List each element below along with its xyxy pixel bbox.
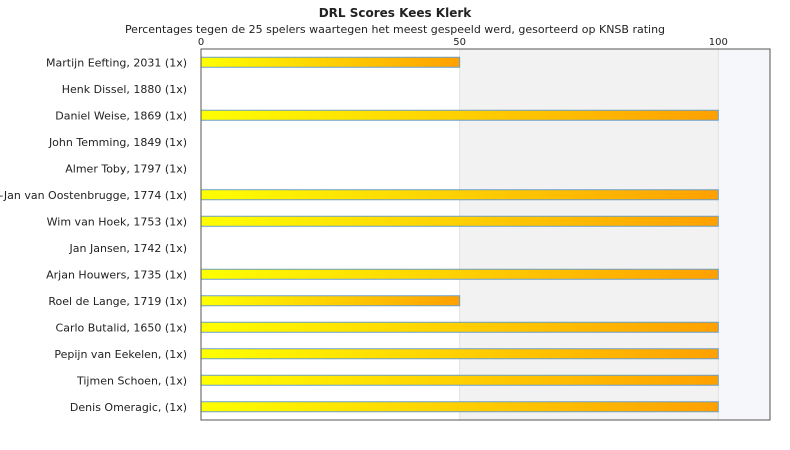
- bar: [200, 295, 461, 307]
- x-tick-label: 0: [198, 37, 204, 48]
- background-bands: [201, 49, 770, 420]
- x-tick-label: 100: [709, 37, 728, 48]
- bar: [200, 109, 719, 121]
- category-label: Wim van Hoek, 1753 (1x): [47, 215, 187, 228]
- category-label: Gert-Jan van Oostenbrugge, 1774 (1x): [0, 189, 187, 202]
- bar: [200, 189, 719, 201]
- category-label: Jan Jansen, 1742 (1x): [69, 242, 187, 255]
- category-label: Arjan Houwers, 1735 (1x): [46, 268, 187, 281]
- category-label: Daniel Weise, 1869 (1x): [55, 109, 187, 122]
- bar: [200, 401, 719, 413]
- category-label: Denis Omeragic, (1x): [70, 401, 187, 414]
- band-high: [718, 49, 770, 420]
- x-axis-ticks: 0 50 100: [198, 37, 728, 48]
- x-tick-label: 50: [453, 37, 466, 48]
- bar: [200, 374, 719, 386]
- category-labels: Martijn Eefting, 2031 (1x) Henk Dissel, 1…: [0, 56, 187, 414]
- bar: [200, 321, 719, 333]
- band-mid: [459, 49, 719, 420]
- category-label: Martijn Eefting, 2031 (1x): [46, 56, 187, 69]
- band-low: [201, 49, 460, 420]
- category-label: Tijmen Schoen, (1x): [76, 374, 187, 387]
- chart-title: DRL Scores Kees Klerk: [319, 6, 473, 20]
- bar: [200, 348, 719, 360]
- category-label: John Temming, 1849 (1x): [48, 136, 187, 149]
- category-label: Almer Toby, 1797 (1x): [65, 162, 187, 175]
- plot-frame: [200, 48, 771, 421]
- bar: [200, 215, 719, 227]
- category-label: Carlo Butalid, 1650 (1x): [56, 321, 187, 334]
- category-label: Roel de Lange, 1719 (1x): [48, 295, 187, 308]
- bar: [200, 56, 461, 68]
- category-label: Pepijn van Eekelen, (1x): [54, 348, 187, 361]
- bar: [200, 268, 719, 280]
- category-label: Henk Dissel, 1880 (1x): [62, 83, 187, 96]
- chart-subtitle: Percentages tegen de 25 spelers waartege…: [125, 23, 665, 36]
